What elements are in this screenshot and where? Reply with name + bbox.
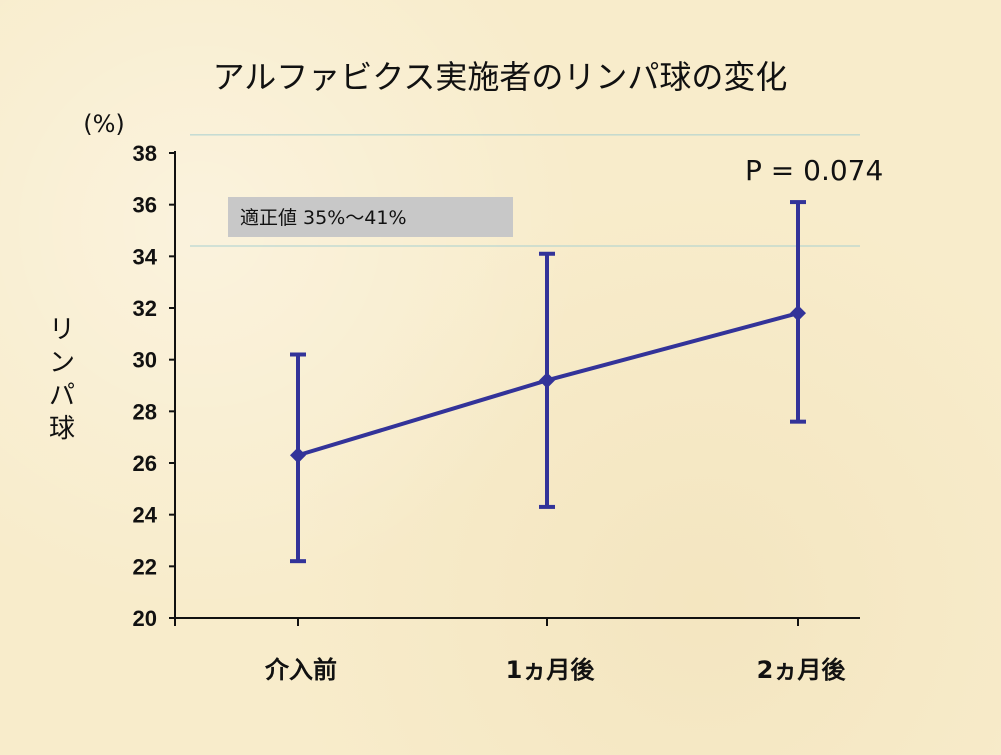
y-axis-label-char: リ	[49, 315, 75, 345]
y-unit-label: (%)	[83, 110, 125, 138]
y-tick-label: 36	[133, 193, 157, 218]
y-tick-label: 34	[133, 244, 158, 269]
y-tick-label: 30	[133, 348, 157, 373]
y-tick-label: 22	[133, 554, 157, 579]
chart-title: アルファビクス実施者のリンパ球の変化	[213, 58, 788, 96]
x-tick-label: 介入前	[264, 656, 337, 684]
x-tick-label: 1ヵ月後	[506, 656, 596, 684]
y-tick-label: 20	[133, 606, 157, 631]
annotation-box	[228, 197, 513, 237]
p-value-label: P = 0.074	[745, 154, 883, 187]
y-tick-label: 26	[133, 451, 157, 476]
y-tick-label: 32	[133, 296, 157, 321]
data-point	[790, 305, 806, 322]
y-axis-label-char: 球	[49, 414, 75, 444]
data-point	[290, 447, 306, 464]
y-axis-label: リンパ球	[49, 315, 75, 444]
y-axis-label-char: ン	[49, 348, 75, 378]
x-tick-label: 2ヵ月後	[757, 656, 847, 684]
y-axis-label-char: パ	[49, 381, 75, 411]
y-tick-label: 24	[133, 503, 158, 528]
y-tick-label: 38	[133, 141, 157, 166]
y-tick-label: 28	[133, 399, 157, 424]
annotation-text: 適正値 35%～41%	[240, 207, 407, 229]
data-point	[539, 372, 555, 389]
